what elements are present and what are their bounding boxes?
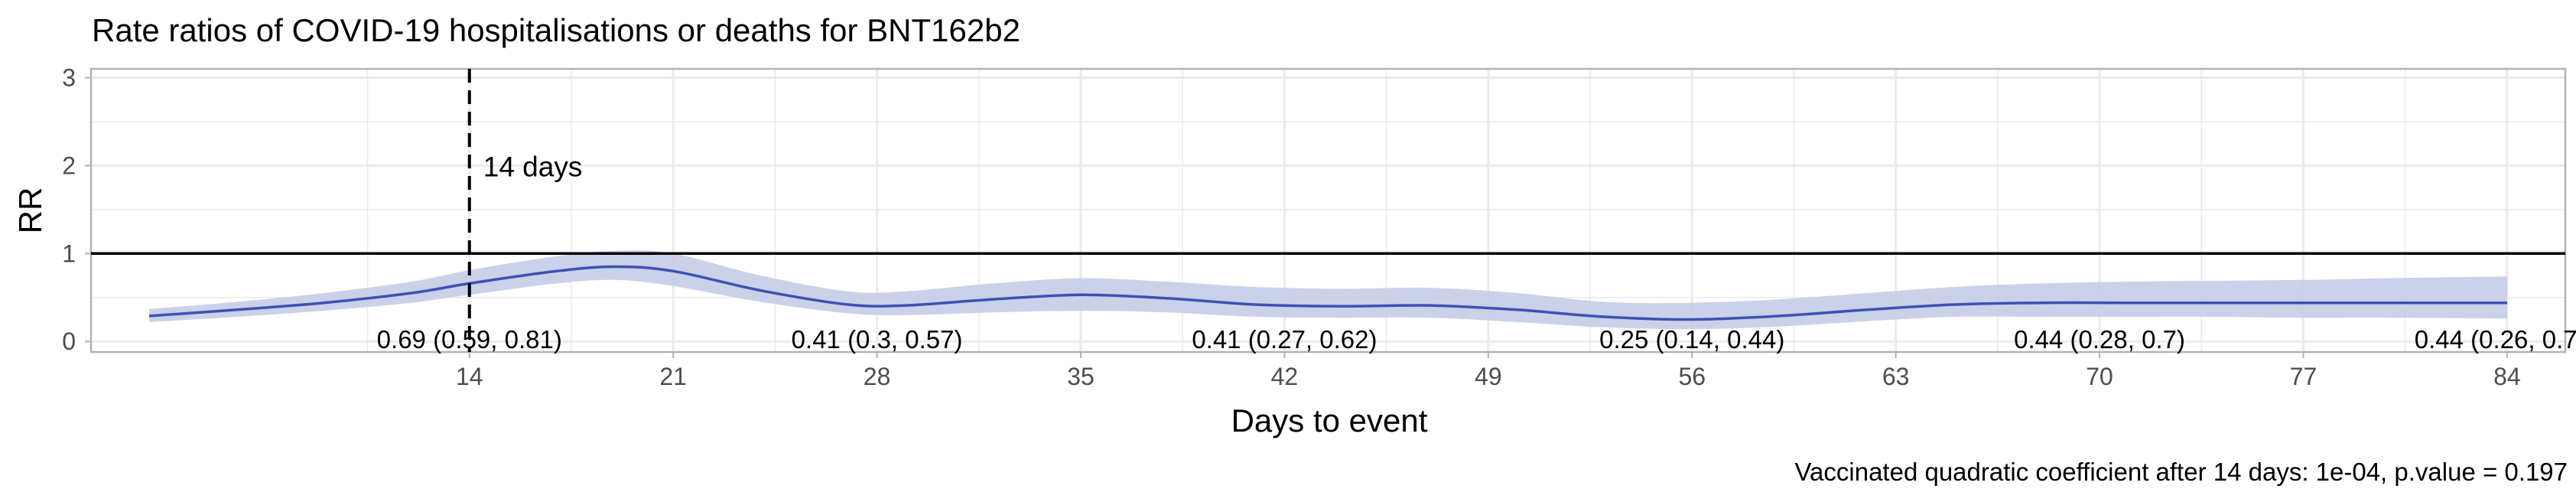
chart-title: Rate ratios of COVID-19 hospitalisations…	[92, 12, 1020, 48]
x-axis-label: Days to event	[1231, 403, 1428, 438]
confidence-band	[149, 250, 2507, 330]
y-tick-label: 2	[62, 152, 76, 179]
x-tick-label: 35	[1067, 363, 1094, 390]
y-tick-label: 0	[62, 328, 76, 355]
rr-estimate-label: 0.44 (0.28, 0.7)	[2014, 325, 2185, 354]
y-axis-label: RR	[12, 187, 48, 234]
x-tick-label: 84	[2493, 363, 2521, 390]
x-tick-label: 21	[659, 363, 687, 390]
plot-area: 14 days 0.69 (0.59, 0.81) 0.41 (0.3, 0.57)…	[62, 64, 2576, 390]
rr-line	[148, 265, 2507, 321]
y-tick-label: 3	[62, 64, 76, 91]
rr-estimate-label: 0.44 (0.26, 0.74)	[2415, 325, 2576, 354]
x-tick-label: 56	[1678, 363, 1706, 390]
x-tick-label: 77	[2290, 363, 2317, 390]
rr-estimate-label: 0.25 (0.14, 0.44)	[1599, 325, 1784, 354]
vline-label: 14 days	[483, 151, 583, 182]
panel-border	[89, 67, 2567, 354]
x-tick-label: 14	[456, 363, 483, 390]
rr-estimate-label: 0.41 (0.27, 0.62)	[1192, 325, 1377, 354]
chart-caption: Vaccinated quadratic coefficient after 1…	[1794, 458, 2568, 486]
x-tick-label: 28	[864, 363, 891, 390]
x-tick-label: 42	[1271, 363, 1299, 390]
rr-estimate-label: 0.69 (0.59, 0.81)	[377, 325, 562, 354]
rr-estimate-label: 0.41 (0.3, 0.57)	[792, 325, 963, 354]
x-tick-label: 63	[1882, 363, 1910, 390]
x-tick-label: 49	[1475, 363, 1502, 390]
y-tick-label: 1	[62, 240, 76, 267]
x-tick-label: 70	[2086, 363, 2113, 390]
